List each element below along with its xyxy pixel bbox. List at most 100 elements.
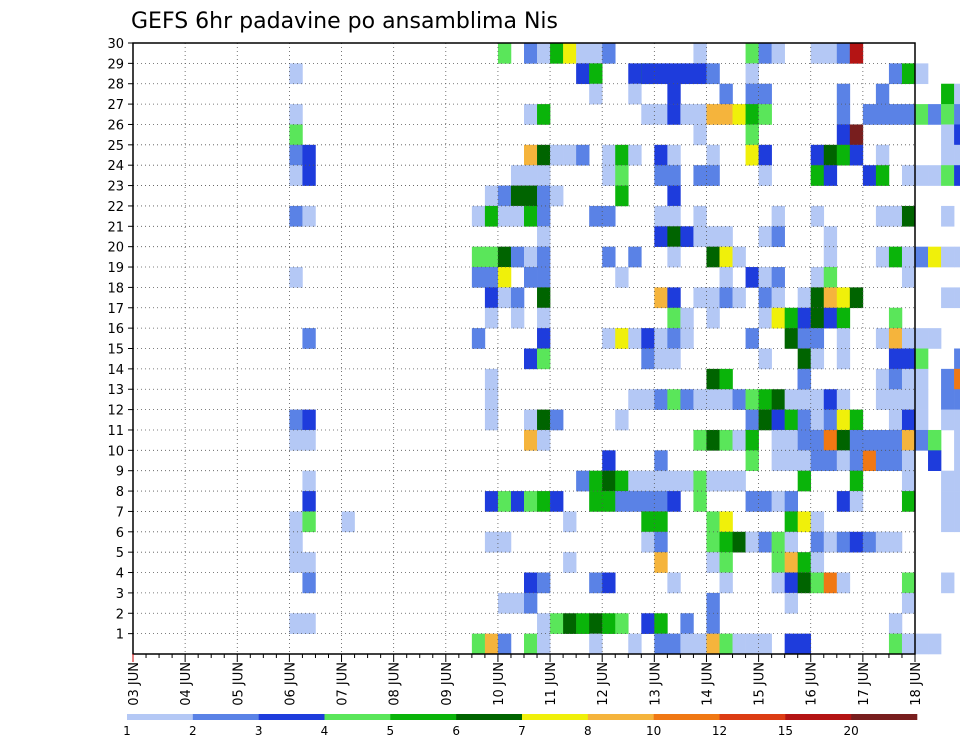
colorbar-swatch xyxy=(653,714,720,720)
heatmap-cell xyxy=(706,287,720,309)
heatmap-cell xyxy=(706,246,720,268)
y-tick-label: 13 xyxy=(107,383,124,398)
heatmap-cell xyxy=(628,389,642,410)
heatmap-cell xyxy=(849,450,864,471)
heatmap-cell xyxy=(302,491,316,512)
heatmap-cell xyxy=(302,572,316,594)
heatmap-cell xyxy=(550,43,564,64)
heatmap-cell xyxy=(641,389,655,410)
heatmap-cell xyxy=(524,185,538,207)
heatmap-cell xyxy=(719,368,733,390)
heatmap-cell xyxy=(797,328,812,349)
y-tick-label: 27 xyxy=(107,98,124,113)
y-tick-label: 8 xyxy=(116,485,124,500)
heatmap-cell xyxy=(954,511,960,533)
heatmap-cell xyxy=(888,613,903,634)
heatmap-cell xyxy=(771,205,785,227)
heatmap-cell xyxy=(901,267,916,288)
heatmap-cell xyxy=(667,389,681,410)
heatmap-cell xyxy=(875,450,890,471)
y-tick-label: 25 xyxy=(107,139,124,154)
x-tick-label: 16 JUN xyxy=(805,662,820,706)
y-tick-label: 18 xyxy=(107,281,124,296)
heatmap-cell xyxy=(888,450,903,471)
heatmap-cell xyxy=(641,531,655,553)
heatmap-cell xyxy=(524,267,538,288)
heatmap-cell xyxy=(641,491,655,512)
colorbar-label: 15 xyxy=(778,724,793,738)
colorbar: 1 2 3 4 5 6 7 8 10 12 15 20 xyxy=(123,714,918,738)
heatmap-cell xyxy=(537,613,551,634)
heatmap-cell xyxy=(810,267,825,288)
heatmap-cell xyxy=(901,491,916,512)
heatmap-cell xyxy=(602,205,616,227)
heatmap-cell xyxy=(758,633,772,655)
heatmap-cell xyxy=(484,185,499,207)
heatmap-cell xyxy=(628,491,642,512)
heatmap-cell xyxy=(628,83,642,105)
heatmap-cell xyxy=(928,450,942,471)
heatmap-cell xyxy=(289,409,303,431)
heatmap-cell xyxy=(954,491,960,512)
heatmap-cell xyxy=(823,531,838,553)
heatmap-cell xyxy=(784,531,798,553)
colorbar-swatch xyxy=(587,714,654,720)
heatmap-cell xyxy=(771,307,785,329)
heatmap-cell xyxy=(849,531,864,553)
heatmap-cell xyxy=(954,429,960,451)
x-tick-label: 03 JUN xyxy=(127,662,142,706)
heatmap-cell xyxy=(510,205,525,227)
heatmap-cell xyxy=(524,246,538,268)
heatmap-cell xyxy=(901,348,916,370)
heatmap-cell xyxy=(771,450,785,471)
colorbar-swatch xyxy=(785,714,852,720)
heatmap-cell xyxy=(693,43,707,64)
y-tick-label: 19 xyxy=(107,261,124,276)
heatmap-cell xyxy=(797,429,812,451)
heatmap-cell xyxy=(745,450,759,471)
heatmap-cell xyxy=(901,572,916,594)
heatmap-cell xyxy=(654,450,668,471)
heatmap-cell xyxy=(302,511,316,533)
y-tick-label: 24 xyxy=(107,159,124,174)
heatmap-cell xyxy=(693,287,707,309)
heatmap-cell xyxy=(797,287,812,309)
heatmap-cell xyxy=(667,83,681,105)
heatmap-cell xyxy=(732,633,746,655)
heatmap-cell xyxy=(771,491,785,512)
heatmap-cell xyxy=(302,205,316,227)
colorbar-label: 4 xyxy=(321,724,329,738)
heatmap-cell xyxy=(471,246,486,268)
heatmap-cell xyxy=(732,246,746,268)
heatmap-cell xyxy=(797,368,812,390)
heatmap-cell xyxy=(784,592,798,614)
heatmap-cell xyxy=(823,409,838,431)
x-tick-label: 14 JUN xyxy=(700,662,715,706)
heatmap-cell xyxy=(667,470,681,492)
heatmap-cell xyxy=(823,389,838,410)
heatmap-cell xyxy=(537,205,551,227)
heatmap-cell xyxy=(797,470,812,492)
x-tick-label: 17 JUN xyxy=(857,662,872,706)
heatmap-cell xyxy=(537,246,551,268)
heatmap-cell xyxy=(706,613,720,634)
x-axis: 03 JUN 04 JUN 05 JUN 06 JUN 07 JUN 08 JUN 09 J… xyxy=(127,654,924,706)
heatmap-cell xyxy=(563,511,577,533)
heatmap-cell xyxy=(497,205,512,227)
heatmap-cell xyxy=(719,552,733,573)
heatmap-cell xyxy=(719,246,733,268)
heatmap-cell xyxy=(693,470,707,492)
heatmap-cell xyxy=(719,531,733,553)
heatmap-cell xyxy=(915,409,929,431)
heatmap-cell xyxy=(289,124,303,146)
heatmap-cell xyxy=(915,246,929,268)
heatmap-cell xyxy=(497,633,512,655)
heatmap-cell xyxy=(602,450,616,471)
heatmap-cell xyxy=(810,165,825,186)
heatmap-cell xyxy=(641,348,655,370)
heatmap-cell xyxy=(537,226,551,247)
x-tick-label: 11 JUN xyxy=(544,662,559,706)
heatmap-cell xyxy=(289,165,303,186)
heatmap-cell xyxy=(693,491,707,512)
